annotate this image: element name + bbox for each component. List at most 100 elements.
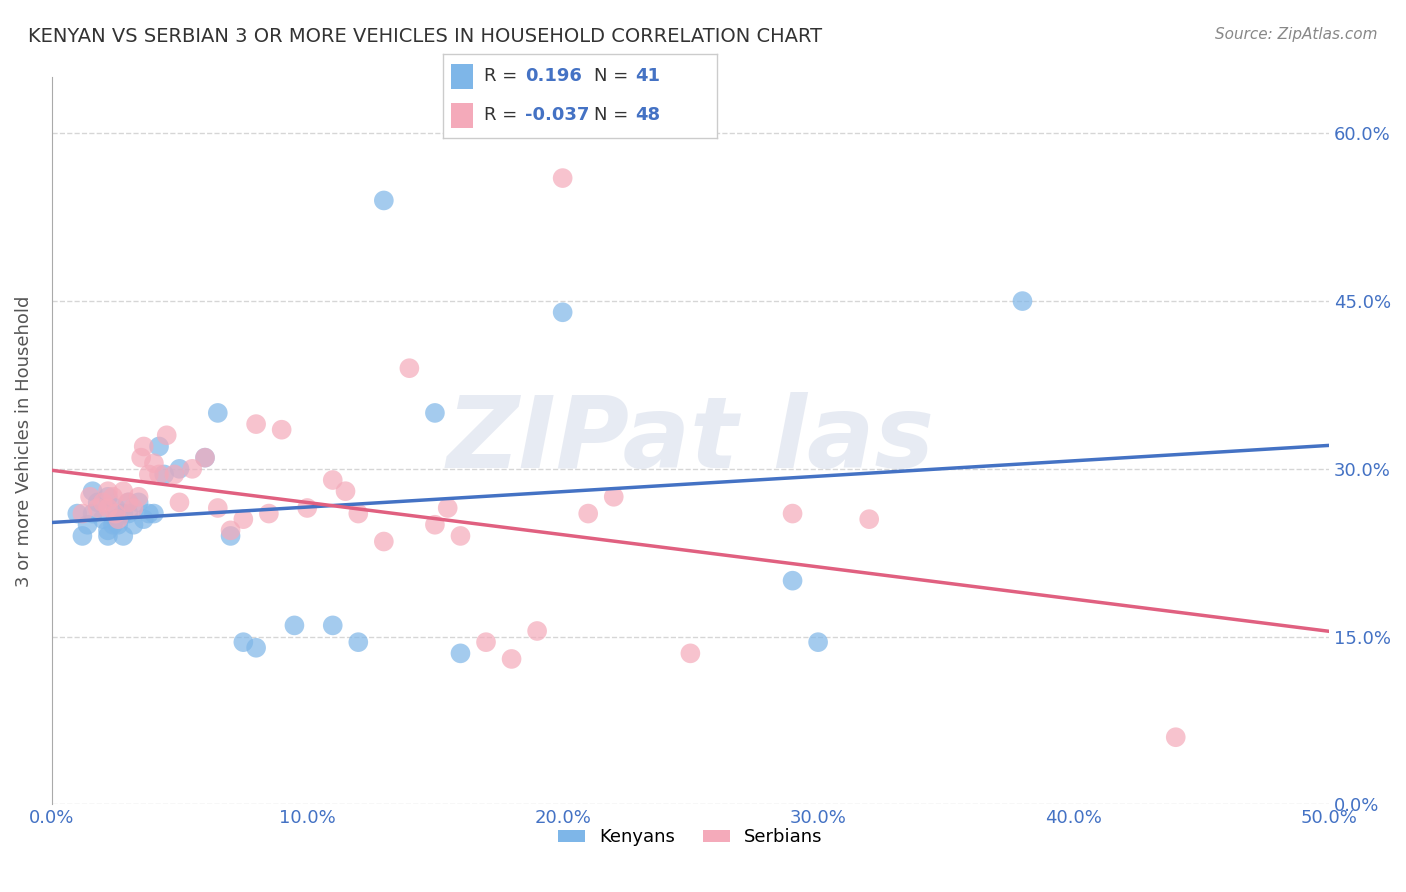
Point [526, 624, 548, 638]
Text: R =: R = [484, 68, 517, 86]
Point [322, 473, 344, 487]
Point [295, 500, 318, 515]
Point [232, 635, 254, 649]
Text: Source: ZipAtlas.com: Source: ZipAtlas.com [1215, 27, 1378, 42]
Point [122, 517, 145, 532]
Point [128, 490, 150, 504]
Point [1164, 730, 1187, 744]
Point [245, 640, 267, 655]
Point [373, 194, 395, 208]
Point [423, 517, 446, 532]
Point [782, 574, 804, 588]
Point [163, 467, 186, 482]
Point [104, 507, 127, 521]
Point [1011, 294, 1033, 309]
Point [169, 495, 191, 509]
Point [576, 507, 599, 521]
Text: R =: R = [484, 106, 517, 124]
Point [450, 646, 472, 660]
Point [91, 512, 114, 526]
Point [117, 495, 139, 509]
Point [782, 507, 804, 521]
Point [551, 171, 574, 186]
Point [423, 406, 446, 420]
Point [322, 618, 344, 632]
Text: 41: 41 [636, 68, 659, 86]
Point [153, 467, 176, 482]
Point [82, 484, 104, 499]
Point [270, 423, 292, 437]
Text: -0.037: -0.037 [526, 106, 589, 124]
Point [603, 490, 626, 504]
Point [107, 512, 129, 526]
FancyBboxPatch shape [451, 63, 472, 89]
Point [132, 512, 155, 526]
Point [112, 484, 135, 499]
Point [475, 635, 498, 649]
Point [138, 507, 160, 521]
Point [104, 500, 127, 515]
Point [219, 524, 242, 538]
Point [207, 406, 229, 420]
Point [132, 440, 155, 454]
Point [347, 507, 370, 521]
Point [79, 490, 101, 504]
Point [181, 462, 204, 476]
Point [128, 495, 150, 509]
Point [436, 500, 458, 515]
Point [97, 490, 120, 504]
Point [245, 417, 267, 431]
Point [858, 512, 880, 526]
Point [450, 529, 472, 543]
Point [142, 507, 165, 521]
Point [194, 450, 217, 465]
Point [101, 517, 124, 532]
Point [97, 524, 120, 538]
Point [117, 495, 139, 509]
Point [129, 450, 152, 465]
Point [72, 507, 94, 521]
Point [283, 618, 305, 632]
Y-axis label: 3 or more Vehicles in Household: 3 or more Vehicles in Household [15, 295, 32, 587]
Point [101, 490, 124, 504]
Point [398, 361, 420, 376]
Point [232, 512, 254, 526]
Point [138, 467, 160, 482]
Point [207, 500, 229, 515]
Point [679, 646, 702, 660]
Point [97, 484, 120, 499]
Point [97, 500, 120, 515]
Point [807, 635, 830, 649]
Text: N =: N = [593, 68, 628, 86]
Point [97, 529, 120, 543]
Point [142, 456, 165, 470]
Text: ZIPat las: ZIPat las [446, 392, 935, 490]
Point [551, 305, 574, 319]
Point [219, 529, 242, 543]
Point [148, 467, 170, 482]
Point [87, 495, 110, 509]
Point [257, 507, 280, 521]
Point [107, 517, 129, 532]
Point [82, 507, 104, 521]
Point [91, 495, 114, 509]
Point [72, 529, 94, 543]
Point [112, 529, 135, 543]
Point [156, 428, 179, 442]
Legend: Kenyans, Serbians: Kenyans, Serbians [551, 821, 830, 854]
Point [76, 517, 98, 532]
Point [347, 635, 370, 649]
Point [87, 500, 110, 515]
Point [501, 652, 523, 666]
Point [117, 507, 139, 521]
Point [112, 507, 135, 521]
Point [194, 450, 217, 465]
Text: N =: N = [593, 106, 628, 124]
Point [104, 512, 127, 526]
Point [66, 507, 89, 521]
Text: KENYAN VS SERBIAN 3 OR MORE VEHICLES IN HOUSEHOLD CORRELATION CHART: KENYAN VS SERBIAN 3 OR MORE VEHICLES IN … [28, 27, 823, 45]
Point [373, 534, 395, 549]
Text: 0.196: 0.196 [526, 68, 582, 86]
Text: 48: 48 [636, 106, 659, 124]
FancyBboxPatch shape [451, 103, 472, 128]
